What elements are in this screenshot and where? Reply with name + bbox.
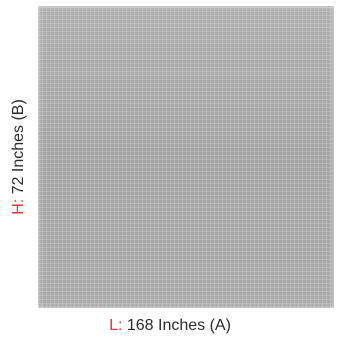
height-value: 72 Inches (B) <box>10 99 27 199</box>
length-key: L: <box>109 317 123 334</box>
height-key: H: <box>10 198 27 215</box>
fabric-swatch <box>38 6 334 308</box>
height-dimension-label: H: 72 Inches (B) <box>10 99 27 215</box>
length-dimension-label: L: 168 Inches (A) <box>0 318 340 334</box>
length-value: 168 Inches (A) <box>122 317 231 334</box>
